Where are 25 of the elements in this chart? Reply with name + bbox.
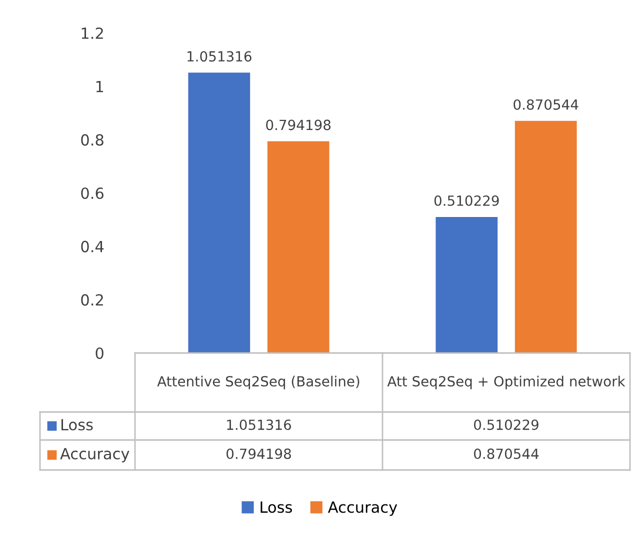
y-tick-label: 0 — [96, 347, 104, 360]
x-tick-label: Att Seq2Seq + Optimized network — [387, 376, 626, 390]
legend-label: Accuracy — [328, 502, 398, 516]
y-tick-label: 0.6 — [81, 187, 104, 200]
y-tick-label: 0.2 — [81, 294, 103, 306]
y-tick-label: 0.8 — [81, 134, 104, 146]
text: Loss — [260, 502, 292, 513]
x-tick-label: Attentive Seq2Seq (Baseline) — [157, 376, 360, 390]
legend-label: Loss — [62, 419, 93, 430]
annotation: 0.510229 — [434, 195, 499, 206]
data-label: 1.051316 — [227, 420, 292, 430]
data-label: 0.870544 — [474, 448, 539, 460]
annotation: 1.051316 — [188, 51, 252, 62]
annotation: 0.794198 — [266, 120, 331, 130]
y-tick-label: 0.4 — [81, 240, 104, 252]
data-label: 0.794198 — [226, 448, 291, 460]
y-tick-label: 1.2 — [82, 27, 103, 39]
text: Accuracy — [60, 448, 130, 462]
y-tick-label: 1 — [96, 81, 104, 92]
bar — [514, 120, 577, 353]
data-label: 0.510229 — [474, 420, 538, 430]
bar — [267, 141, 330, 353]
bar — [188, 72, 250, 353]
annotation: 0.870544 — [514, 99, 578, 110]
bar — [436, 216, 498, 353]
